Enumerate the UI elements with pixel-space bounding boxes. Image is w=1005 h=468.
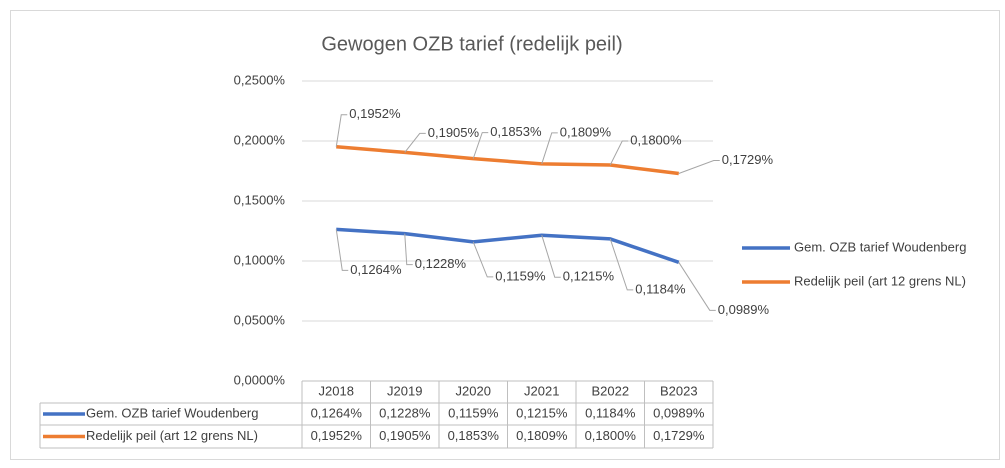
table-cell: 0,1215% xyxy=(516,405,568,420)
data-label: 0,1184% xyxy=(635,281,686,296)
leader-line xyxy=(541,132,558,165)
data-label: 0,1228% xyxy=(415,256,467,271)
leader-line xyxy=(472,132,489,159)
leader-line xyxy=(609,140,629,166)
data-label: 0,1159% xyxy=(495,268,546,283)
leader-line xyxy=(404,132,426,153)
data-label: 0,1800% xyxy=(630,132,682,147)
y-tick-label: 0,1500% xyxy=(234,192,286,207)
leader-line xyxy=(472,241,494,278)
y-tick-label: 0,2500% xyxy=(234,72,286,87)
chart-border xyxy=(10,10,1000,460)
table-cell: 0,1809% xyxy=(516,428,568,443)
table-cell: 0,1905% xyxy=(379,428,431,443)
y-tick-label: 0,0500% xyxy=(234,312,286,327)
data-label: 0,0989% xyxy=(718,302,770,317)
table-header: J2018 xyxy=(319,383,354,398)
data-label: 0,1809% xyxy=(560,124,612,139)
chart-title: Gewogen OZB tarief (redelijk peil) xyxy=(321,33,622,55)
legend-label: Gem. OZB tarief Woudenberg xyxy=(794,239,966,254)
table-cell: 0,1952% xyxy=(311,428,363,443)
data-label: 0,1215% xyxy=(563,269,615,284)
data-label: 0,1853% xyxy=(490,124,542,139)
data-label: 0,1952% xyxy=(349,106,401,121)
table-cell: 0,1264% xyxy=(311,405,363,420)
data-label: 0,1264% xyxy=(350,262,402,277)
table-cell: 0,0989% xyxy=(653,405,705,420)
table-header: J2021 xyxy=(524,383,559,398)
legend-label: Redelijk peil (art 12 grens NL) xyxy=(794,273,966,288)
leader-line xyxy=(541,235,561,278)
table-row-label: Gem. OZB tarief Woudenberg xyxy=(86,405,258,420)
series-line xyxy=(336,227,680,264)
table-header: B2023 xyxy=(660,383,698,398)
table-cell: 0,1184% xyxy=(585,405,636,420)
table-cell: 0,1159% xyxy=(448,405,499,420)
leader-line xyxy=(335,229,349,271)
table-cell: 0,1853% xyxy=(448,428,500,443)
leader-line xyxy=(678,262,716,311)
table-cell: 0,1800% xyxy=(585,428,637,443)
leader-line xyxy=(678,160,720,174)
table-header: J2020 xyxy=(456,383,491,398)
table-header: J2019 xyxy=(387,383,422,398)
y-tick-label: 0,0000% xyxy=(234,372,286,387)
table-row-label: Redelijk peil (art 12 grens NL) xyxy=(86,428,258,443)
y-tick-label: 0,2000% xyxy=(234,132,286,147)
table-header: B2022 xyxy=(591,383,629,398)
leader-line xyxy=(404,233,413,266)
table-cell: 0,1729% xyxy=(653,428,705,443)
data-label: 0,1729% xyxy=(722,152,774,167)
series-line xyxy=(336,145,679,176)
table-cell: 0,1228% xyxy=(379,405,431,420)
leader-line xyxy=(609,238,634,291)
y-tick-label: 0,1000% xyxy=(234,252,286,267)
data-label: 0,1905% xyxy=(428,125,480,140)
leader-line xyxy=(335,114,348,147)
